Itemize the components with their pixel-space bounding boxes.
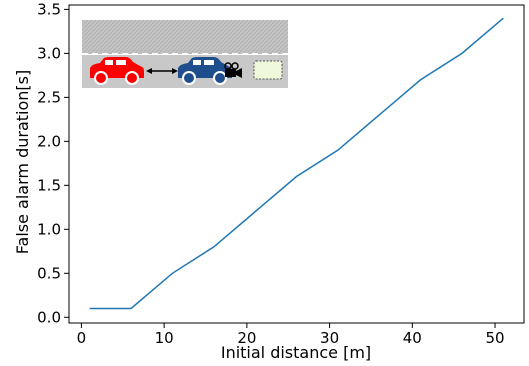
x-tick-label: 50 xyxy=(485,329,504,347)
y-tick-label: 3.0 xyxy=(37,44,61,62)
plot-frame xyxy=(68,4,525,324)
y-tick-label: 0.0 xyxy=(37,308,61,326)
x-tick-label: 0 xyxy=(77,329,87,347)
camera-icon xyxy=(224,62,242,78)
x-tick-label: 10 xyxy=(155,329,174,347)
inset-illustration xyxy=(82,20,288,88)
lead-car-icon xyxy=(90,57,144,85)
series-layer xyxy=(89,17,504,310)
distance-arrow-icon xyxy=(146,68,178,74)
inset-road-top xyxy=(82,20,288,54)
y-tick-label: 2.5 xyxy=(37,88,61,106)
y-tick-label: 1.0 xyxy=(37,220,61,238)
y-tick-label: 3.5 xyxy=(37,0,61,18)
x-axis-title: Initial distance [m] xyxy=(221,343,371,362)
y-tick-label: 1.5 xyxy=(37,176,61,194)
y-tick-label: 2.0 xyxy=(37,132,61,150)
y-tick-label: 0.5 xyxy=(37,264,61,282)
y-axis-title: False alarm duration[s] xyxy=(13,70,32,254)
ego-car-icon xyxy=(178,57,232,85)
series-line xyxy=(89,17,504,310)
x-tick-label: 20 xyxy=(237,329,256,347)
ticks: 0 10 20 30 40 50 0.0 0.5 1.0 1.5 2.0 2.5 3.0 3.5 xyxy=(37,0,504,347)
x-tick-label: 40 xyxy=(403,329,422,347)
display-icon xyxy=(253,60,283,80)
x-tick-label: 30 xyxy=(320,329,339,347)
